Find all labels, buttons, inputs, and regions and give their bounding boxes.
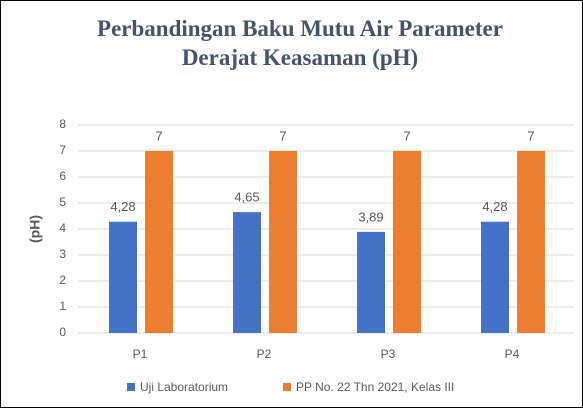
value-label: 7 [279, 128, 286, 143]
bar [517, 151, 545, 333]
bar [393, 151, 421, 333]
chart-title: Perbandingan Baku Mutu Air Parameter Der… [97, 16, 503, 70]
y-tick-label: 7 [59, 143, 66, 157]
y-tick-label: 0 [59, 325, 66, 339]
value-label: 7 [527, 128, 534, 143]
y-tick-label: 2 [59, 273, 66, 287]
y-tick-label: 6 [59, 169, 66, 183]
legend-label: PP No. 22 Thn 2021, Kelas III [296, 380, 454, 394]
bar [233, 212, 261, 333]
x-tick-label: P2 [257, 347, 272, 361]
y-tick-label: 4 [59, 221, 66, 235]
value-label: 4,28 [482, 199, 507, 214]
y-tick-label: 3 [59, 247, 66, 261]
x-tick-label: P4 [505, 347, 520, 361]
legend-swatch [127, 383, 135, 391]
value-label: 7 [155, 128, 162, 143]
bar [269, 151, 297, 333]
legend-swatch [283, 383, 291, 391]
bar [357, 231, 385, 333]
legend-label: Uji Laboratorium [140, 380, 228, 394]
bar [145, 151, 173, 333]
bar [109, 221, 137, 333]
value-label: 7 [403, 128, 410, 143]
y-tick-label: 8 [59, 117, 66, 131]
value-label: 4,65 [234, 190, 259, 205]
y-tick-label: 1 [59, 299, 66, 313]
x-tick-label: P1 [133, 347, 148, 361]
value-label: 4,28 [110, 199, 135, 214]
y-tick-label: 5 [59, 195, 66, 209]
x-tick-label: P3 [381, 347, 396, 361]
bar [481, 221, 509, 333]
y-axis-label: (pH) [27, 215, 43, 243]
value-label: 3,89 [358, 209, 383, 224]
